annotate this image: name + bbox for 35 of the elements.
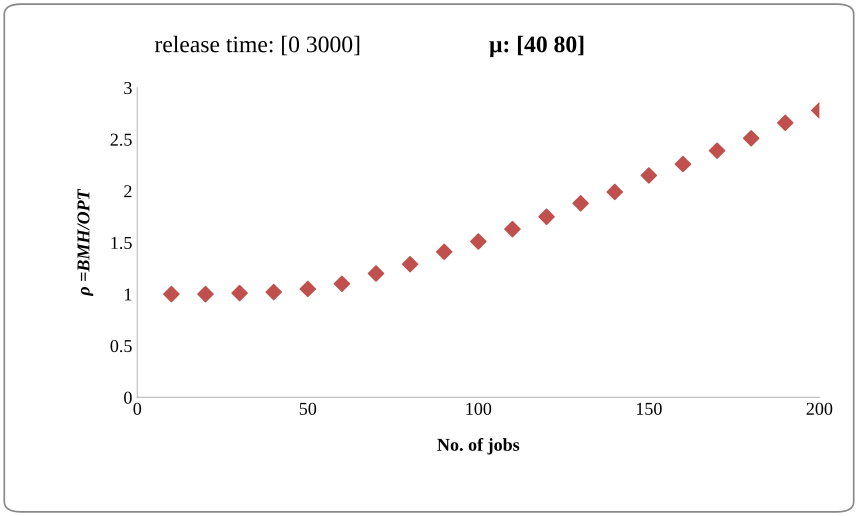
point bbox=[640, 167, 658, 184]
point bbox=[436, 244, 453, 260]
text: μ: [40 80] bbox=[489, 36, 584, 58]
point bbox=[776, 114, 794, 132]
point bbox=[402, 256, 418, 272]
point bbox=[538, 208, 555, 226]
y-tick-label: 2.5 bbox=[110, 134, 132, 146]
point bbox=[572, 195, 589, 212]
point bbox=[606, 184, 624, 200]
point bbox=[197, 286, 214, 302]
point bbox=[470, 233, 487, 250]
point bbox=[674, 156, 692, 172]
text: release time: [0 3000] bbox=[154, 36, 360, 56]
y-tick-label: 1.5 bbox=[111, 236, 132, 250]
point bbox=[300, 280, 316, 298]
point bbox=[334, 276, 350, 292]
y-tick-label: 3 bbox=[124, 82, 132, 94]
x-axis-title: No. of jobs bbox=[437, 438, 520, 455]
point bbox=[163, 286, 180, 302]
y-tick-label: 0.5 bbox=[110, 340, 132, 352]
point bbox=[742, 130, 760, 147]
point bbox=[231, 284, 248, 302]
y-axis-title: ρ =BMH/OPT bbox=[77, 188, 94, 296]
x-tick-label: 200 bbox=[806, 402, 832, 415]
point bbox=[368, 265, 384, 282]
point bbox=[504, 220, 521, 238]
point bbox=[265, 284, 282, 300]
y-tick-label: 0 bbox=[124, 392, 132, 404]
x-tick-label: 150 bbox=[636, 402, 662, 415]
point bbox=[708, 142, 726, 159]
y-tick-label: 1 bbox=[124, 288, 132, 300]
x-tick-label: 0 bbox=[133, 402, 142, 415]
x-tick-label: 50 bbox=[300, 402, 316, 415]
y-tick-label: 2 bbox=[124, 185, 132, 198]
x-tick-label: 100 bbox=[466, 402, 492, 415]
